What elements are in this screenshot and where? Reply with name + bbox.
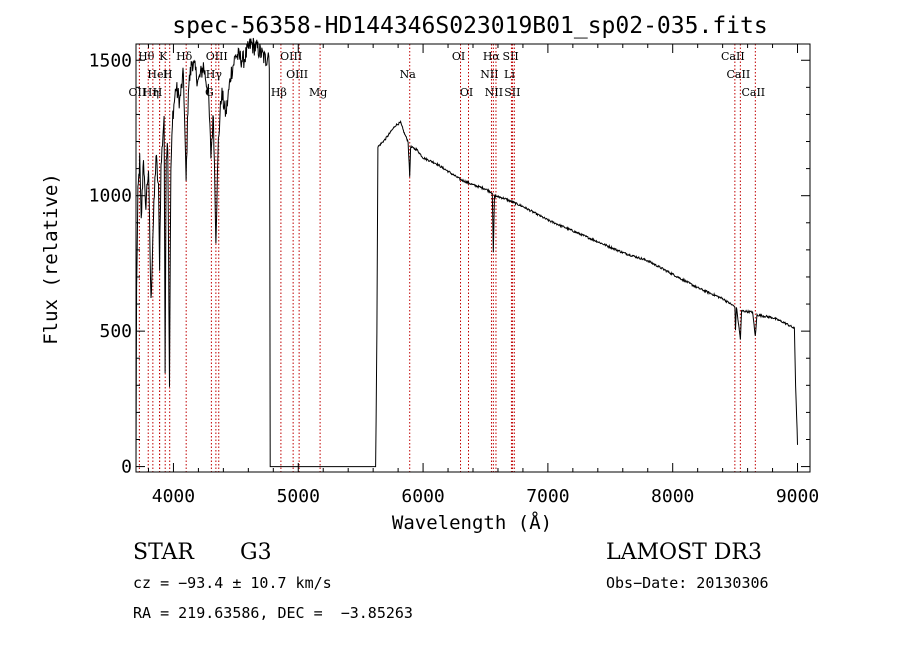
annotation-label-H-alpha: Hα — [483, 50, 501, 63]
y-axis-label: Flux (relative) — [40, 173, 62, 345]
annotation-label-H-eta: Hη — [143, 86, 159, 99]
annotation-label-K: K — [159, 50, 168, 63]
redshift-cz: cz = −93.4 ± 10.7 km/s — [133, 574, 332, 592]
annotation-label-S-II-6731: SII — [504, 86, 520, 99]
annotation-label-Mg: Mg — [309, 86, 327, 99]
x-tick-label: 6000 — [401, 486, 444, 507]
x-tick-label: 9000 — [776, 486, 819, 507]
annotation-label-O-I-6300: OI — [452, 50, 465, 63]
chart-title: spec-56358-HD144346S023019B01_sp02-035.f… — [172, 13, 767, 39]
observation-date: Obs−Date: 20130306 — [606, 574, 769, 592]
spectrum-line — [135, 37, 798, 468]
x-tick-label: 5000 — [277, 486, 320, 507]
y-tick-label: 1000 — [89, 186, 132, 207]
annotation-label-H-beta: Hβ — [271, 86, 287, 99]
annotation-label-O-III-4959: OIII — [280, 50, 302, 63]
annotation-label-Li: Li — [504, 68, 515, 81]
annotation-label-O-I-6364: OI — [460, 86, 473, 99]
y-tick-label: 1500 — [89, 50, 132, 71]
annotation-label-H-delta: Hδ — [176, 50, 193, 63]
x-tick-label: 7000 — [526, 486, 569, 507]
sky-coordinates: RA = 219.63586, DEC = −3.85263 — [133, 604, 413, 622]
annotation-label-Ca-II-8542: CaII — [727, 68, 751, 81]
annotation-label-N-II-6548: NII — [480, 68, 498, 81]
y-tick-label: 0 — [121, 457, 132, 478]
y-tick-label: 500 — [99, 321, 132, 342]
annotation-label-Ca-II-8498: CaII — [721, 50, 745, 63]
annotation-label-H-theta: Hθ — [138, 50, 155, 63]
x-axis-label: Wavelength (Å) — [392, 511, 552, 534]
object-class: STAR — [133, 540, 194, 565]
annotation-label-H-zeta: H — [153, 86, 163, 99]
annotation-label-N-II-6584: NII — [485, 86, 503, 99]
annotation-label-O-III-4363: OIII — [206, 50, 228, 63]
annotation-label-Na: Na — [400, 68, 417, 81]
object-subclass: G3 — [240, 540, 272, 565]
annotation-label-G-band: G — [205, 86, 214, 99]
annotation-label-Ca-II-8662: CaII — [741, 86, 765, 99]
annotation-label-S-II-6717: SII — [502, 50, 518, 63]
annotation-label-H-gamma: Hγ — [206, 68, 223, 81]
axis-ticks: 4000 5000 6000 7000 8000 9000 0 500 1000 1500 — [89, 44, 819, 507]
plot-frame — [135, 43, 811, 473]
annotation-label-O-III-5007: OIII — [286, 68, 308, 81]
annotation-label-O-II: OII — [129, 86, 147, 99]
x-tick-label: 4000 — [152, 486, 195, 507]
survey-label: LAMOST DR3 — [606, 540, 762, 565]
annotation-label-He-I: HeI — [147, 68, 167, 81]
x-tick-label: 8000 — [651, 486, 694, 507]
annotation-label-H-epsilon-area: H — [163, 68, 173, 81]
